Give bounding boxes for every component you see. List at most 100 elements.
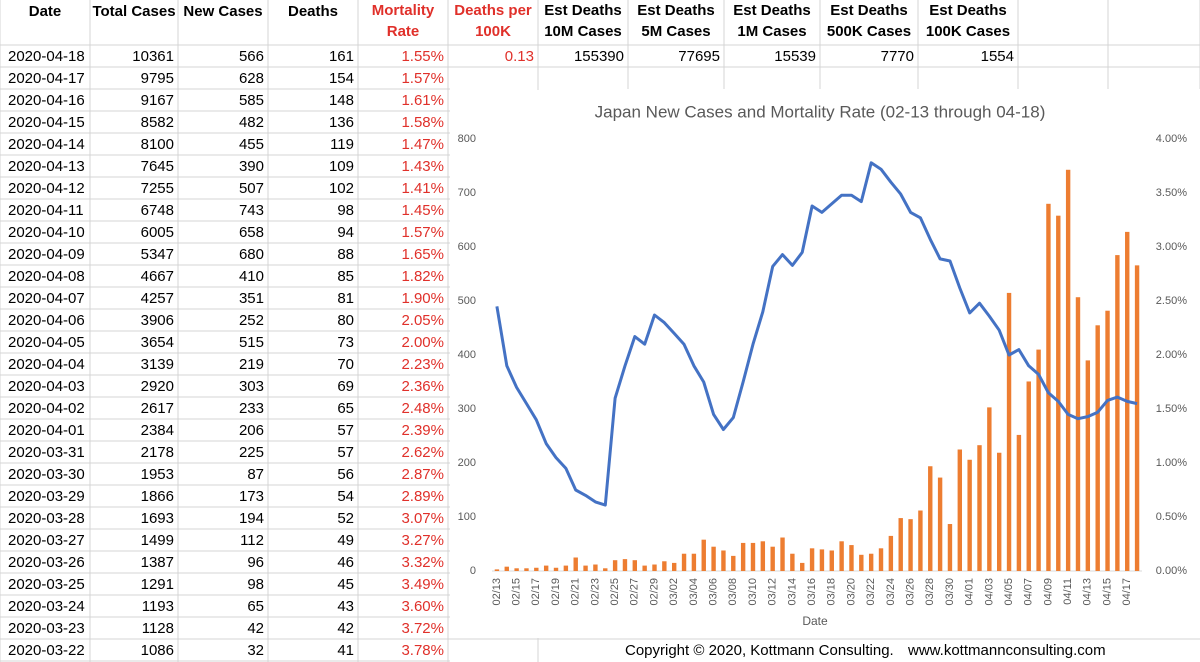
bar xyxy=(898,518,903,571)
cell: 1866 xyxy=(141,488,174,505)
cell: 2020-04-16 xyxy=(8,92,85,109)
column-header: 100K xyxy=(475,23,511,40)
cell: 7770 xyxy=(881,48,914,65)
cell: 219 xyxy=(239,356,264,373)
cell: 1128 xyxy=(142,620,174,637)
chart-title: Japan New Cases and Mortality Rate (02-1… xyxy=(595,102,1046,121)
cell: 515 xyxy=(239,334,264,351)
x-tick-label: 03/12 xyxy=(767,578,779,606)
bar xyxy=(681,553,687,571)
cell: 2.62% xyxy=(401,444,444,461)
cell: 3.07% xyxy=(401,510,444,527)
cell: 2020-03-29 xyxy=(8,488,85,505)
bar xyxy=(829,550,834,571)
y-tick-label: 100 xyxy=(458,511,476,523)
cell: 54 xyxy=(337,488,354,505)
cell: 1.82% xyxy=(401,268,444,285)
bar xyxy=(868,553,874,571)
bar xyxy=(1036,349,1041,571)
cell: 194 xyxy=(239,510,264,527)
column-header: Est Deaths xyxy=(733,2,811,19)
y2-tick-label: 3.50% xyxy=(1156,187,1187,199)
column-header: Est Deaths xyxy=(544,2,622,19)
cell: 743 xyxy=(239,202,264,219)
cell: 2020-04-06 xyxy=(8,312,85,329)
footer-url: www.kottmannconsulting.com xyxy=(907,642,1106,659)
cell: 2020-04-14 xyxy=(8,136,85,153)
bar xyxy=(612,560,618,571)
cell: 1.58% xyxy=(401,114,444,131)
cell: 6005 xyxy=(141,224,174,241)
cell: 680 xyxy=(239,246,264,263)
cell: 2020-04-10 xyxy=(8,224,85,241)
x-tick-label: 02/27 xyxy=(629,578,641,606)
x-tick-label: 03/28 xyxy=(924,578,936,606)
footer-copyright: Copyright © 2020, Kottmann Consulting. xyxy=(625,642,894,659)
cell: 3.49% xyxy=(401,576,444,593)
x-tick-label: 02/19 xyxy=(550,578,562,606)
bar xyxy=(731,555,736,571)
y2-tick-label: 1.50% xyxy=(1156,403,1187,415)
cell: 3139 xyxy=(141,356,174,373)
bar xyxy=(888,535,894,571)
bar xyxy=(701,539,706,571)
x-tick-label: 04/17 xyxy=(1121,578,1133,606)
cell: 81 xyxy=(337,290,354,307)
cell: 2.39% xyxy=(401,422,444,439)
cell: 56 xyxy=(337,466,354,483)
bar xyxy=(563,565,569,571)
y2-tick-label: 2.50% xyxy=(1156,295,1187,307)
cell: 32 xyxy=(247,642,264,659)
column-header: New Cases xyxy=(183,3,262,20)
cell: 85 xyxy=(337,268,354,285)
bar xyxy=(543,565,549,571)
bar xyxy=(1026,381,1031,571)
cell: 155390 xyxy=(574,48,624,65)
x-tick-label: 03/24 xyxy=(885,578,897,606)
bar xyxy=(603,568,608,571)
cell: 1.55% xyxy=(401,48,444,65)
x-tick-label: 02/25 xyxy=(609,578,621,606)
bar xyxy=(573,557,578,571)
cell: 77695 xyxy=(678,48,720,65)
cell: 161 xyxy=(329,48,354,65)
x-tick-label: 04/13 xyxy=(1082,578,1094,606)
cell: 351 xyxy=(239,290,264,307)
cell: 42 xyxy=(337,620,354,637)
column-header: 100K Cases xyxy=(926,23,1010,40)
bar xyxy=(770,546,775,571)
y-tick-label: 300 xyxy=(458,403,476,415)
bar xyxy=(1105,310,1110,571)
cell: 5347 xyxy=(141,246,174,263)
cell: 1.47% xyxy=(401,136,444,153)
x-tick-label: 02/23 xyxy=(589,578,601,606)
bar xyxy=(642,565,647,571)
cell: 3.32% xyxy=(401,554,444,571)
x-tick-label: 02/17 xyxy=(530,578,542,606)
bar xyxy=(819,549,825,571)
cell: 2020-04-17 xyxy=(8,70,85,87)
cell: 94 xyxy=(337,224,354,241)
bar xyxy=(809,548,815,571)
cell: 1086 xyxy=(141,642,174,659)
cell: 2020-03-24 xyxy=(8,598,85,615)
cell: 46 xyxy=(337,554,354,571)
cell: 57 xyxy=(337,444,354,461)
x-tick-label: 02/29 xyxy=(648,578,660,606)
x-tick-label: 02/15 xyxy=(511,578,523,606)
bar xyxy=(908,519,913,571)
bar xyxy=(750,542,756,571)
cell: 410 xyxy=(239,268,264,285)
x-tick-label: 03/26 xyxy=(904,578,916,606)
bar xyxy=(987,407,992,571)
cell: 2617 xyxy=(141,400,174,417)
cell: 80 xyxy=(337,312,354,329)
cell: 206 xyxy=(239,422,264,439)
cell: 2020-04-09 xyxy=(8,246,85,263)
y2-tick-label: 0.50% xyxy=(1156,511,1187,523)
cell: 69 xyxy=(337,378,354,395)
x-tick-label: 02/21 xyxy=(570,578,582,606)
cell: 2.00% xyxy=(401,334,444,351)
column-header: 1M Cases xyxy=(737,23,806,40)
